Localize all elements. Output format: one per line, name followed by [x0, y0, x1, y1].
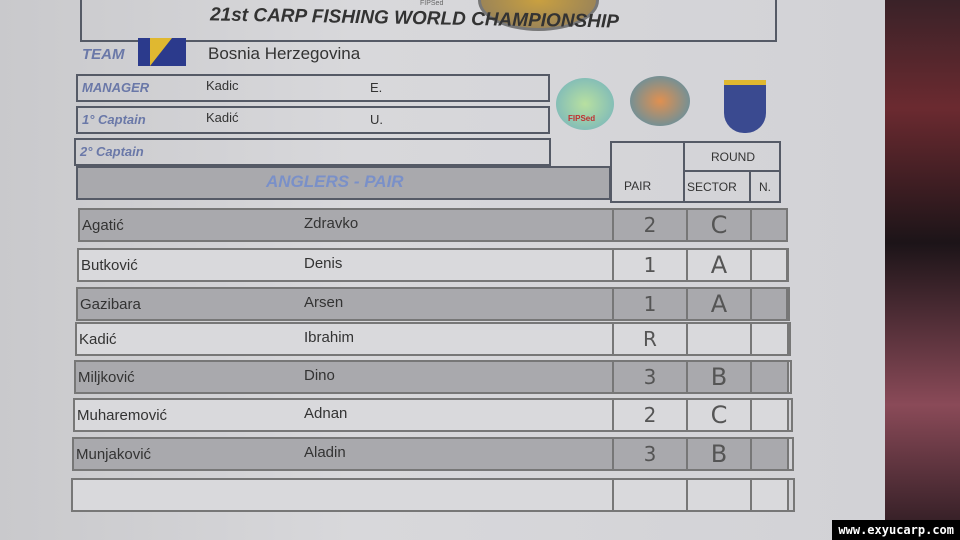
pair-cell: 3	[612, 360, 688, 394]
n-cell	[750, 208, 788, 242]
watermark: www.exyucarp.com	[832, 520, 960, 540]
sector-cell: B	[686, 437, 752, 471]
n-header: N.	[749, 170, 781, 203]
sector-cell	[686, 478, 752, 512]
n-cell	[750, 248, 789, 282]
captain2-label: 2° Captain	[80, 144, 144, 159]
manager-surname: Kadic	[206, 78, 239, 93]
fish-globe-logo	[630, 76, 690, 126]
manager-initial: E.	[370, 80, 383, 95]
angler-surname: Muharemović	[77, 407, 168, 424]
table-row: Gazibara Arsen 1 A	[76, 287, 790, 321]
manager-box: MANAGER Kadic E.	[76, 74, 550, 102]
bosnia-flag-icon	[138, 38, 186, 66]
sector-cell: A	[686, 248, 752, 282]
sector-cell: C	[686, 208, 752, 242]
pair-cell: R	[612, 322, 688, 356]
angler-name: Ibrahim	[304, 329, 355, 346]
pair-cell: 2	[612, 208, 688, 242]
angler-surname: Butković	[81, 257, 138, 274]
angler-name: Aladin	[304, 444, 346, 461]
sector-cell: A	[686, 287, 752, 321]
n-cell	[750, 322, 791, 356]
captain1-initial: U.	[370, 112, 383, 127]
angler-surname: Gazibara	[80, 296, 141, 313]
angler-surname: Munjaković	[76, 446, 152, 463]
pair-cell	[612, 478, 688, 512]
title-box	[80, 0, 777, 42]
background-magazine	[870, 0, 960, 540]
table-row: Muharemović Adnan 2 C	[73, 398, 793, 432]
table-row: Agatić Zdravko 2 C	[78, 208, 788, 242]
pair-cell: 1	[612, 248, 688, 282]
angler-surname: Agatić	[82, 217, 124, 234]
sector-cell: C	[686, 398, 752, 432]
table-row: Miljković Dino 3 B	[74, 360, 792, 394]
n-column-header: N.	[759, 180, 771, 194]
n-cell	[750, 360, 792, 394]
angler-name: Dino	[304, 367, 335, 384]
n-cell	[750, 398, 793, 432]
angler-name: Adnan	[304, 405, 348, 422]
pair-cell: 3	[612, 437, 688, 471]
captain1-box: 1° Captain Kadić U.	[76, 106, 550, 134]
round-label: ROUND	[711, 150, 755, 164]
captain1-label: 1° Captain	[82, 112, 146, 127]
score-sheet: FIPSed 21st CARP FISHING WORLD CHAMPIONS…	[0, 0, 885, 540]
pair-column-header: PAIR	[624, 179, 652, 193]
pair-cell: 2	[612, 398, 688, 432]
sector-cell: B	[686, 360, 752, 394]
fipsed-logo: FIPSed	[556, 78, 614, 130]
pair-cell: 1	[612, 287, 688, 321]
angler-name: Arsen	[304, 294, 344, 311]
angler-surname: Kadić	[79, 331, 117, 348]
sector-cell	[686, 322, 752, 356]
team-name: Bosnia Herzegovina	[208, 44, 361, 63]
angler-name: Denis	[304, 255, 343, 272]
angler-surname: Miljković	[78, 369, 135, 386]
table-row: Kadić Ibrahim R	[75, 322, 791, 356]
round-header: ROUND	[683, 141, 781, 172]
table-row: Butković Denis 1 A	[77, 248, 789, 282]
captain1-surname: Kadić	[206, 110, 239, 125]
captain2-box: 2° Captain	[74, 138, 551, 166]
angler-name: Zdravko	[304, 215, 359, 232]
sector-header: SECTOR	[683, 170, 751, 203]
table-row: Munjaković Aladin 3 B	[72, 437, 794, 471]
section-title: ANGLERS - PAIR	[266, 172, 404, 191]
n-cell	[750, 287, 790, 321]
section-header: ANGLERS - PAIR	[76, 166, 611, 200]
n-cell	[750, 478, 795, 512]
pair-header: PAIR	[610, 141, 685, 203]
sector-column-header: SECTOR	[687, 180, 737, 194]
seal-text: FIPSed	[420, 0, 444, 7]
team-label: TEAM	[82, 46, 125, 63]
table-row	[71, 478, 795, 512]
manager-label: MANAGER	[82, 80, 150, 95]
federation-shield-icon	[724, 80, 766, 133]
n-cell	[750, 437, 794, 471]
